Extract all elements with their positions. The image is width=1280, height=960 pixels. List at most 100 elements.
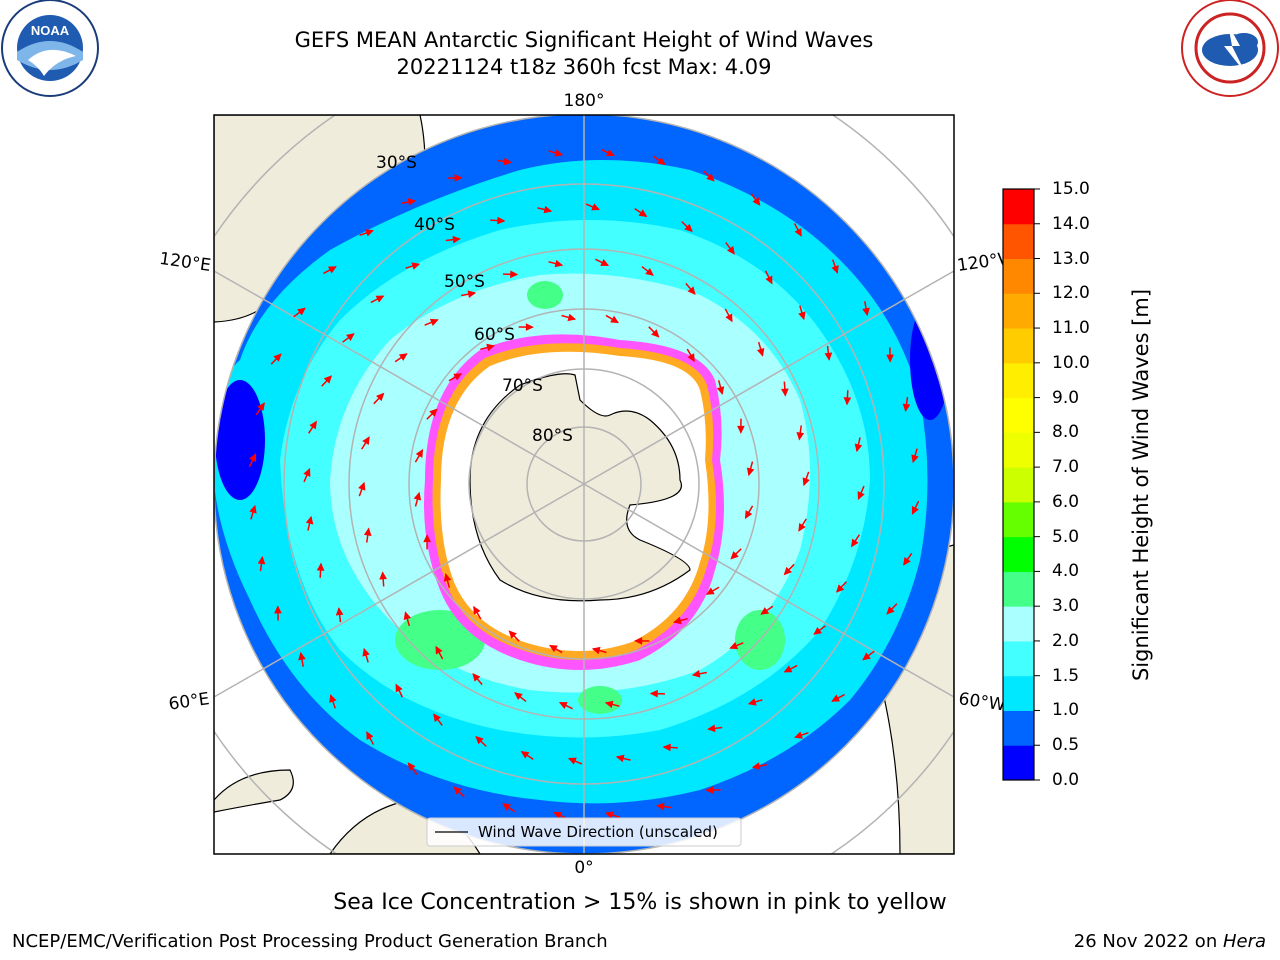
colorbar-tick-label: 2.0 bbox=[1052, 630, 1080, 651]
wind-arrow-head bbox=[687, 353, 695, 363]
wind-arrow-head bbox=[813, 627, 822, 635]
colorbar-tick-label: 1.5 bbox=[1052, 665, 1080, 686]
wind-arrow-head bbox=[329, 694, 337, 703]
colorbar-segment bbox=[1003, 328, 1034, 364]
map-panel: 30°S 40°S 50°S 60°S 70°S 80°S Wind Wave … bbox=[214, 115, 954, 854]
wind-arrow-head bbox=[591, 203, 601, 211]
wind-arrow-head bbox=[473, 605, 481, 615]
wind-arrow-head bbox=[553, 811, 563, 819]
wind-arrow-head bbox=[467, 290, 477, 298]
wind-arrow-head bbox=[903, 557, 911, 566]
wind-arrow-head bbox=[765, 275, 773, 285]
wind-arrow-head bbox=[687, 286, 696, 295]
lat-label-30s: 30°S bbox=[376, 153, 417, 173]
wind-arrow-head bbox=[435, 645, 443, 655]
colorbar-tick-label: 12.0 bbox=[1052, 283, 1090, 304]
wind-arrow-head bbox=[615, 754, 625, 763]
wind-arrow-head bbox=[305, 515, 314, 525]
noaa-logo-icon: NOAA bbox=[1, 0, 99, 97]
wind-arrow-head bbox=[705, 786, 714, 794]
colorbar-segment bbox=[1003, 710, 1034, 746]
wind-arrow-head bbox=[862, 652, 871, 661]
wind-arrow-head bbox=[366, 731, 374, 741]
colorbar-segment bbox=[1003, 189, 1034, 225]
wind-arrow-head bbox=[744, 510, 753, 519]
wind-arrow-head bbox=[303, 467, 311, 477]
wind-arrow-head bbox=[298, 651, 306, 661]
wind-arrow-head bbox=[634, 637, 643, 645]
wind-arrow-head bbox=[346, 333, 355, 341]
lon-label-0: 0° bbox=[574, 858, 593, 878]
wind-arrow-head bbox=[398, 353, 408, 361]
wind-arrow-head bbox=[691, 670, 701, 678]
lon-label-120e: 120°E bbox=[158, 249, 212, 276]
colorbar-tick-label: 11.0 bbox=[1052, 318, 1090, 339]
wind-arrow-head bbox=[363, 527, 372, 536]
wind-arrow-head bbox=[802, 477, 810, 487]
colorbar-tick-label: 7.0 bbox=[1052, 457, 1080, 478]
wind-arrow-head bbox=[760, 607, 770, 615]
wind-arrow-head bbox=[472, 673, 481, 682]
wind-arrow-head bbox=[886, 354, 894, 363]
footer-host: Hera bbox=[1222, 931, 1266, 952]
wind-arrow-head bbox=[273, 353, 282, 362]
noaa-logo-text: NOAA bbox=[31, 23, 70, 38]
wind-arrow-head bbox=[274, 605, 282, 614]
wind-arrow-head bbox=[902, 403, 911, 412]
colorbar-segment bbox=[1003, 675, 1034, 711]
wind-arrow-head bbox=[379, 571, 387, 580]
colorbar-tick-label: 0.0 bbox=[1052, 770, 1080, 790]
wind-arrow-head bbox=[605, 149, 615, 157]
colorbar-segment bbox=[1003, 432, 1034, 468]
map-frame bbox=[213, 114, 955, 855]
wind-arrow-head bbox=[610, 315, 619, 324]
wind-arrow-head bbox=[747, 698, 757, 706]
wind-arrow-head bbox=[335, 607, 344, 616]
wind-arrow-head bbox=[604, 811, 614, 819]
wind-arrow-head bbox=[411, 262, 421, 270]
lon-label-60w: 60°W bbox=[957, 689, 1006, 715]
wind-arrow-head bbox=[651, 329, 660, 338]
colorbar-tick-label: 6.0 bbox=[1052, 491, 1080, 512]
lat-label-50s: 50°S bbox=[444, 272, 485, 292]
lon-label-180: 180° bbox=[564, 91, 605, 111]
wind-arrow-head bbox=[413, 491, 422, 501]
colorbar-segment bbox=[1003, 467, 1034, 503]
wind-arrow-head bbox=[638, 209, 648, 217]
wind-arrow-head bbox=[554, 149, 564, 157]
wind-arrow-head bbox=[794, 227, 802, 237]
wind-arrow-head bbox=[297, 307, 306, 316]
wind-arrow-head bbox=[746, 467, 755, 477]
wind-arrow-head bbox=[514, 692, 523, 701]
wind-arrow-head bbox=[862, 307, 870, 317]
lon-label-60e: 60°E bbox=[167, 689, 210, 714]
wind-arrow-head bbox=[257, 402, 265, 411]
wind-arrow-head bbox=[453, 373, 463, 381]
wind-arrow-head bbox=[794, 731, 803, 739]
wind-arrow-head bbox=[911, 454, 919, 464]
wind-arrow-head bbox=[783, 566, 792, 576]
wind-arrow-head bbox=[407, 198, 417, 206]
wind-arrow-head bbox=[752, 197, 761, 206]
antarctica-land bbox=[469, 373, 691, 602]
wind-arrow-head bbox=[843, 397, 852, 406]
africa-land bbox=[214, 769, 294, 813]
wind-arrow-head bbox=[429, 318, 439, 326]
wind-arrow-head bbox=[558, 702, 568, 710]
colorbar-segment bbox=[1003, 397, 1034, 433]
wind-arrow-head bbox=[403, 611, 412, 621]
wind-arrow-head bbox=[783, 665, 793, 673]
colorbar-segment bbox=[1003, 258, 1034, 294]
footer-organization: NCEP/EMC/Verification Post Processing Pr… bbox=[12, 931, 608, 952]
colorbar-segment bbox=[1003, 606, 1034, 642]
wind-arrow-head bbox=[433, 713, 441, 722]
wind-arrow-head bbox=[407, 762, 416, 771]
wind-arrow-head bbox=[327, 266, 337, 274]
wind-arrow-head bbox=[454, 174, 463, 182]
wind-arrow-head bbox=[443, 573, 452, 582]
map-legend: Wind Wave Direction (unscaled) bbox=[426, 817, 742, 847]
wind-arrow-head bbox=[831, 265, 839, 274]
wind-arrow-head bbox=[309, 420, 317, 430]
wind-arrow-head bbox=[365, 229, 374, 237]
wind-arrow-head bbox=[645, 267, 654, 276]
